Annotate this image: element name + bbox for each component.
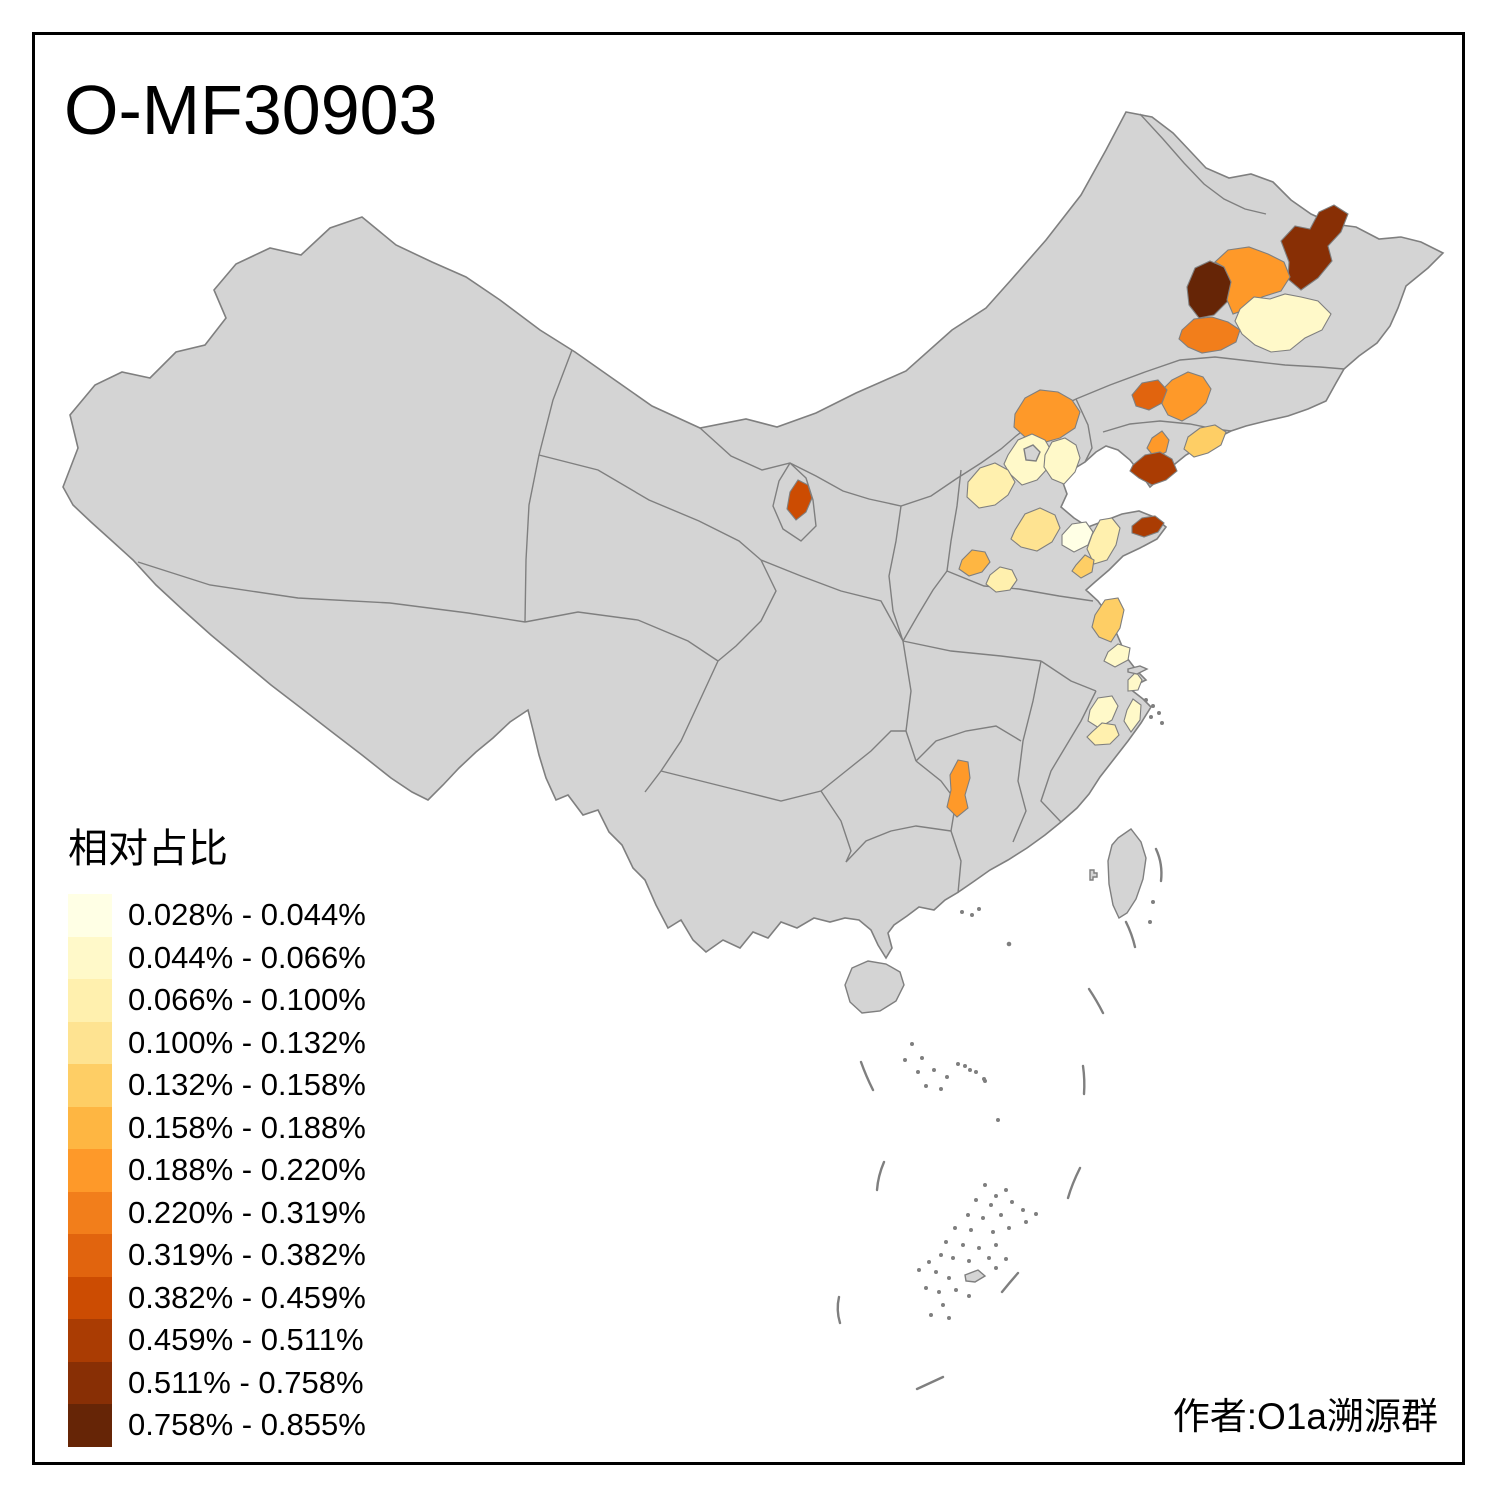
map-region (1186, 260, 1233, 319)
map-region (1071, 554, 1095, 579)
map-region (1183, 424, 1227, 458)
map-region (1280, 204, 1349, 291)
legend-swatch (68, 979, 112, 1022)
hainan-island (844, 960, 905, 1014)
chongming-island (1127, 665, 1149, 675)
legend-swatch (68, 894, 112, 937)
map-region (966, 462, 1016, 509)
legend-swatch (68, 936, 112, 979)
south-china-sea-islands (903, 698, 1164, 1320)
legend-label: 0.511% - 0.758% (128, 1364, 364, 1400)
map-region (1234, 293, 1332, 353)
legend-row: 0.100% - 0.132% (68, 1021, 366, 1064)
legend-row: 0.758% - 0.855% (68, 1404, 366, 1447)
legend-label: 0.132% - 0.158% (128, 1067, 366, 1103)
legend-row: 0.158% - 0.188% (68, 1106, 366, 1149)
china-mainland (62, 111, 1445, 960)
legend-label: 0.044% - 0.066% (128, 939, 366, 975)
map-region (1214, 246, 1291, 315)
map-region (1146, 430, 1170, 459)
map-region (985, 566, 1018, 593)
islands (844, 665, 1149, 1283)
map-region (1103, 643, 1131, 668)
legend-row: 0.382% - 0.459% (68, 1276, 366, 1319)
legend-label: 0.066% - 0.100% (128, 982, 366, 1018)
legend-title: 相对占比 (68, 827, 228, 871)
map-region (958, 549, 991, 577)
legend-label: 0.459% - 0.511% (128, 1322, 364, 1358)
legend-row: 0.319% - 0.382% (68, 1234, 366, 1277)
legend-row: 0.044% - 0.066% (68, 936, 366, 979)
legend-row: 0.459% - 0.511% (68, 1319, 366, 1362)
legend-row: 0.511% - 0.758% (68, 1361, 366, 1404)
map-region (1013, 389, 1081, 444)
legend-swatch (68, 1191, 112, 1234)
legend-label: 0.188% - 0.220% (128, 1152, 366, 1188)
map-region (1043, 437, 1081, 485)
legend-swatch (68, 1361, 112, 1404)
legend-swatch (68, 1234, 112, 1277)
legend-swatch (68, 1319, 112, 1362)
map-region (1091, 597, 1125, 643)
map-region (1086, 517, 1121, 565)
choropleth-regions (786, 204, 1349, 818)
legend-swatch (68, 1404, 112, 1447)
province-borders (137, 113, 1345, 894)
legend-row: 0.028% - 0.044% (68, 894, 366, 937)
legend-swatch (68, 1106, 112, 1149)
map-region (1123, 698, 1142, 733)
legend: 相对占比 0.028% - 0.044% 0.044% - 0.066% 0.066… (68, 816, 366, 1447)
map-region (786, 479, 813, 521)
legend-label: 0.319% - 0.382% (128, 1237, 366, 1273)
map-region (946, 759, 971, 818)
legend-row: 0.188% - 0.220% (68, 1149, 366, 1192)
legend-label: 0.758% - 0.855% (128, 1407, 366, 1443)
legend-swatch (68, 1064, 112, 1107)
map-region (1129, 451, 1178, 486)
legend-swatch (68, 1021, 112, 1064)
legend-swatch (68, 1276, 112, 1319)
legend-label: 0.158% - 0.188% (128, 1109, 366, 1145)
legend-row: 0.066% - 0.100% (68, 979, 366, 1022)
map-region (1087, 695, 1119, 729)
map-region (1131, 515, 1165, 538)
map-region (1131, 379, 1168, 411)
legend-label: 0.220% - 0.319% (128, 1194, 366, 1230)
legend-swatch (68, 1149, 112, 1192)
legend-rows: 0.028% - 0.044% 0.044% - 0.066% 0.066% - 0… (68, 894, 366, 1447)
legend-row: 0.132% - 0.158% (68, 1064, 366, 1107)
legend-row: 0.220% - 0.319% (68, 1191, 366, 1234)
taiwan-island (1107, 828, 1147, 920)
spratly-island (964, 1269, 987, 1283)
map-region (1010, 507, 1061, 552)
legend-label: 0.028% - 0.044% (128, 897, 366, 933)
legend-label: 0.382% - 0.459% (128, 1279, 366, 1315)
plot-border (32, 32, 1465, 1465)
beijing-urban-enclave (1023, 444, 1041, 462)
legend-label: 0.100% - 0.132% (128, 1024, 366, 1060)
plot-title: O-MF30903 (64, 71, 438, 149)
penghu-island (1089, 869, 1098, 881)
map-region (1086, 722, 1120, 746)
attribution: 作者:O1a溯源群 (1172, 1396, 1438, 1437)
map-region (1178, 316, 1241, 354)
nine-dash-line (836, 847, 1163, 1391)
